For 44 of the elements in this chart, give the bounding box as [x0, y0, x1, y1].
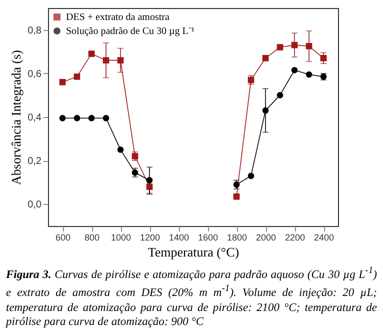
point	[291, 66, 298, 74]
x-tick-label: 1400	[168, 232, 190, 242]
point	[74, 114, 80, 122]
point	[233, 193, 240, 200]
x-tick-label: 600	[55, 232, 71, 242]
text: Figura 3. Curvas de pirólise e atomização para padrão aquoso (Cu 30 µg L$^{-1}$) e extrato de amostra com DES (20% m m$^{-1}$). Volume de injeção: 20 µL; temperatura de atomização para curva de pirólise: 2100 °C; temperatura de pirólise para curva de atomização: 900 °C	[6, 265, 377, 328]
point	[74, 74, 80, 80]
point	[102, 57, 110, 64]
y-tick-label: 0,4	[28, 112, 42, 124]
point	[276, 44, 284, 50]
point	[117, 146, 124, 153]
x-tick-label: 1200	[140, 232, 160, 242]
point	[146, 177, 153, 184]
legend-label: Solução padrão de Cu 30 µg L⁻¹	[66, 26, 194, 37]
y-tick-label: 0,6	[28, 68, 42, 80]
point	[262, 107, 269, 114]
point	[59, 78, 66, 86]
point	[306, 71, 312, 78]
y-axis-title: Absorvância Integrada (s)	[8, 50, 24, 185]
x-tick-label: 2000	[256, 232, 276, 242]
point	[291, 42, 298, 48]
point	[306, 42, 312, 50]
x-tick-label: 1800	[226, 232, 248, 242]
point	[248, 172, 254, 180]
x-axis-title: Temperatura (°C)	[148, 244, 240, 260]
point	[132, 153, 138, 160]
point	[117, 57, 124, 64]
y-tick-label: 0,2	[28, 156, 42, 168]
x-tick-label: 2400	[314, 232, 334, 242]
point	[88, 114, 95, 122]
y-tick-label: 0,0	[28, 200, 42, 211]
point	[262, 54, 269, 62]
point	[102, 114, 110, 122]
point	[146, 184, 153, 190]
x-tick-label: 800	[84, 232, 100, 242]
legend-label: DES + extrato da amostra	[66, 12, 170, 23]
y-tick-label: 0,8	[28, 25, 42, 36]
point	[276, 92, 284, 98]
point	[88, 50, 95, 57]
point	[59, 114, 66, 122]
point	[320, 54, 327, 62]
x-tick-label: 1000	[110, 232, 132, 242]
x-tick-label: 1600	[198, 232, 218, 242]
x-tick-label: 2200	[284, 232, 306, 242]
